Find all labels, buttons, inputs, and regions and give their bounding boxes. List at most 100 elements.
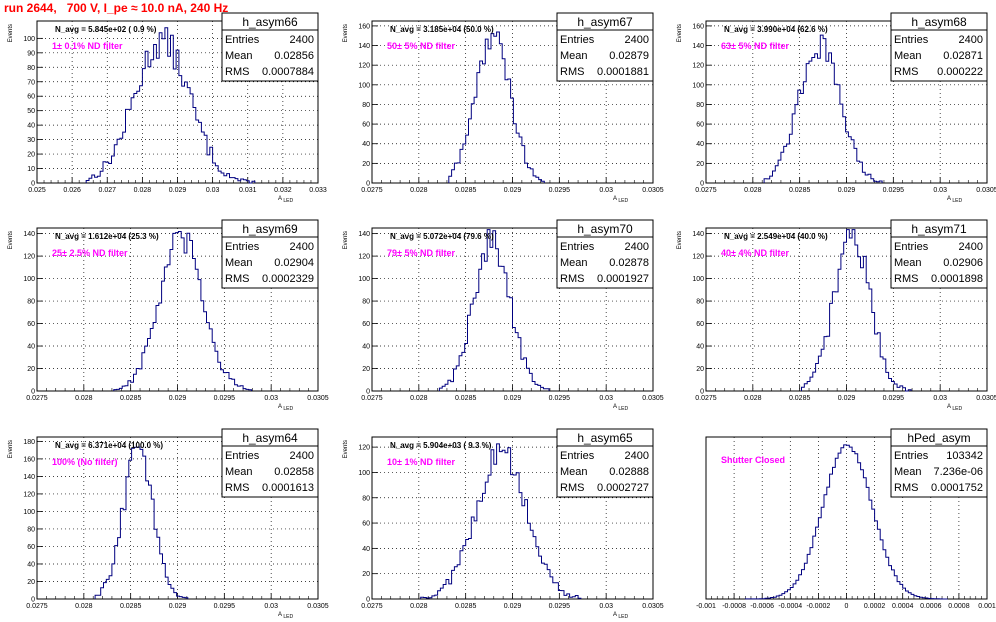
y-axis-title: Events xyxy=(8,440,14,458)
y-tick-label: 60 xyxy=(362,521,370,528)
stats-label: RMS xyxy=(225,273,249,285)
stats-label: RMS xyxy=(894,273,918,285)
y-tick-label: 140 xyxy=(23,474,35,481)
stats-label: Entries xyxy=(225,241,260,253)
x-tick-label: 0.0295 xyxy=(883,395,905,402)
x-tick-label: 0.029 xyxy=(169,603,187,610)
histogram-panel-h_asym71: 0.0275 0.028 0.0285 0.029 0.0295 0.03 0.0305 0 2… xyxy=(677,219,996,412)
x-tick-label: 0.0295 xyxy=(549,187,571,194)
y-tick-label: 40 xyxy=(27,344,35,351)
y-tick-label: 120 xyxy=(23,491,35,498)
x-tick-label: 0.029 xyxy=(504,187,522,194)
stats-value: 2400 xyxy=(959,34,983,46)
stats-label: Entries xyxy=(560,241,595,253)
x-tick-label: 0.0295 xyxy=(549,395,571,402)
histogram-series xyxy=(763,34,883,183)
histogram-series xyxy=(94,446,189,599)
x-tick-label: 0.029 xyxy=(504,603,522,610)
stats-box: h_asym68 Entries 2400 Mean 0.02871 RMS 0.00022… xyxy=(890,12,988,82)
stats-value: 0.02858 xyxy=(274,466,314,478)
x-axis-title: A LED xyxy=(278,196,294,204)
x-tick-label: 0.0275 xyxy=(361,187,383,194)
x-tick-label: 0.025 xyxy=(28,187,46,194)
x-tick-label: 0.0295 xyxy=(549,603,571,610)
histogram-panel-h_asym69: 0.0275 0.028 0.0285 0.029 0.0295 0.03 0.0305 0 2… xyxy=(8,219,329,412)
x-axis-title: A LED xyxy=(613,404,629,412)
stats-value: 2400 xyxy=(290,34,314,46)
histogram-panel-h_asym65: 0.0275 0.028 0.0285 0.029 0.0295 0.03 0.0305 0 2… xyxy=(343,428,664,620)
stats-box-title: h_asym68 xyxy=(911,15,967,29)
stats-box-frame xyxy=(221,12,319,82)
y-tick-label: 80 xyxy=(362,299,370,306)
x-tick-label: 0.0275 xyxy=(695,395,717,402)
stats-box-title: hPed_asym xyxy=(907,431,970,445)
stats-label: RMS xyxy=(894,482,918,494)
stats-box: h_asym69 Entries 2400 Mean 0.02904 RMS 0.00023… xyxy=(221,219,319,289)
x-tick-label: 0.029 xyxy=(838,395,856,402)
y-tick-label: 100 xyxy=(358,82,370,89)
x-tick-label: 0.028 xyxy=(744,187,762,194)
x-tick-label: 0.03 xyxy=(264,603,278,610)
y-tick-label: 60 xyxy=(696,122,704,129)
histogram-panel-h_asym64: 0.0275 0.028 0.0285 0.029 0.0295 0.03 0.0305 0 2… xyxy=(8,428,329,620)
stats-label: Entries xyxy=(894,34,929,46)
stats-value: 7.236e-06 xyxy=(933,466,983,478)
y-tick-label: 100 xyxy=(358,276,370,283)
page-title: run 2644, 700 V, I_pe ≈ 10.0 nA, 240 Hz xyxy=(4,1,229,15)
x-tick-label: 0.028 xyxy=(410,187,428,194)
stats-value: 2400 xyxy=(625,450,649,462)
x-tick-label: 0.0305 xyxy=(642,395,664,402)
stats-value: 2400 xyxy=(625,34,649,46)
histogram-series xyxy=(438,229,550,391)
stats-label: RMS xyxy=(560,273,584,285)
histogram-series xyxy=(113,231,252,391)
x-tick-label: 0.0305 xyxy=(642,187,664,194)
x-tick-label: 0.0305 xyxy=(307,603,329,610)
y-tick-label: 60 xyxy=(27,544,35,551)
stats-box: h_asym65 Entries 2400 Mean 0.02888 RMS 0.00027… xyxy=(556,428,654,498)
y-tick-label: 40 xyxy=(27,123,35,130)
x-tick-label: 0.029 xyxy=(169,187,187,194)
x-axis-title: A LED xyxy=(613,196,629,204)
y-tick-label: 40 xyxy=(27,561,35,568)
stats-label: Mean xyxy=(894,50,922,62)
x-tick-label: 0.0285 xyxy=(789,187,811,194)
x-tick-label: 0.03 xyxy=(599,603,613,610)
x-axis-title: A LED xyxy=(613,612,629,620)
y-tick-label: 60 xyxy=(362,321,370,328)
stats-box: h_asym64 Entries 2400 Mean 0.02858 RMS 0.00016… xyxy=(221,428,319,498)
x-tick-label: 0.0295 xyxy=(883,187,905,194)
y-tick-label: 140 xyxy=(692,231,704,238)
filter-annotation: 79± 5% ND filter xyxy=(387,248,455,258)
stats-label: Mean xyxy=(560,50,588,62)
navg-label: N_avg = 6.371e+04 (100.0 %) xyxy=(55,441,163,450)
stats-value: 103342 xyxy=(946,450,983,462)
stats-label: Entries xyxy=(894,450,929,462)
y-tick-label: 140 xyxy=(23,231,35,238)
y-tick-label: 80 xyxy=(362,102,370,109)
stats-value: 0.0001927 xyxy=(597,273,649,285)
filter-annotation: 10± 1% ND filter xyxy=(387,457,455,467)
filter-annotation: Shutter Closed xyxy=(721,455,785,465)
stats-label: Entries xyxy=(225,34,260,46)
stats-label: Entries xyxy=(894,241,929,253)
stats-box-title: h_asym71 xyxy=(911,222,967,236)
stats-label: Mean xyxy=(225,466,253,478)
y-tick-label: 0 xyxy=(366,181,370,188)
y-axis-title: Events xyxy=(8,24,14,42)
stats-box: h_asym66 Entries 2400 Mean 0.02856 RMS 0.00078… xyxy=(221,12,319,82)
x-tick-label: 0.0305 xyxy=(976,187,996,194)
stats-label: Mean xyxy=(560,466,588,478)
stats-box-title: h_asym66 xyxy=(242,15,298,29)
stats-value: 0.0002727 xyxy=(597,482,649,494)
y-tick-label: 160 xyxy=(692,23,704,30)
x-tick-label: 0.028 xyxy=(410,395,428,402)
filter-annotation: 40± 4% ND filter xyxy=(721,248,789,258)
navg-label: N_avg = 5.904e+03 ( 9.3 %) xyxy=(390,441,492,450)
y-axis-title: Events xyxy=(677,24,683,42)
x-tick-label: 0.028 xyxy=(134,187,152,194)
x-tick-label: 0.0285 xyxy=(120,395,142,402)
x-tick-label: 0.0275 xyxy=(695,187,717,194)
x-tick-label: 0.031 xyxy=(239,187,257,194)
y-tick-label: 100 xyxy=(358,470,370,477)
